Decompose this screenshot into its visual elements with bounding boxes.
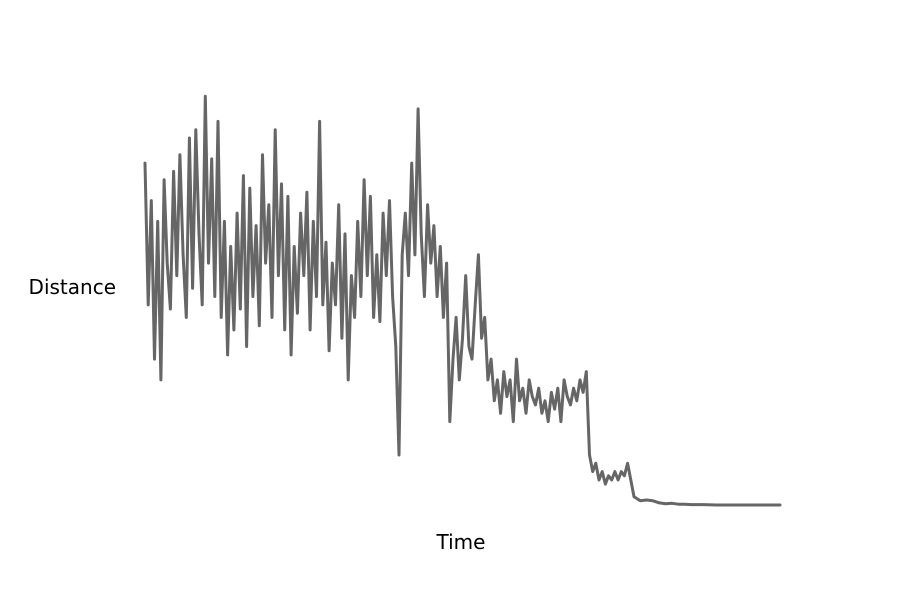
series-line xyxy=(143,94,782,507)
y-axis-label: Distance xyxy=(29,275,116,299)
x-axis-label: Time xyxy=(436,530,486,554)
plot-area xyxy=(143,94,782,507)
